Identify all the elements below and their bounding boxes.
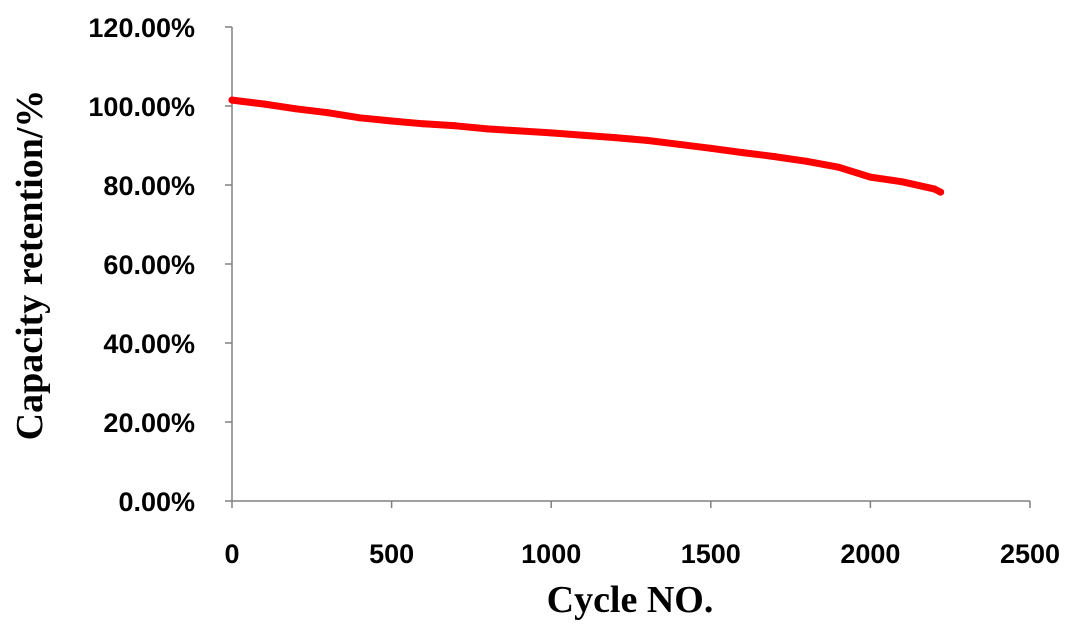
series-layer bbox=[228, 96, 945, 196]
data-point bbox=[898, 178, 906, 186]
data-point bbox=[579, 131, 587, 139]
data-point bbox=[420, 120, 428, 128]
y-tick-label: 120.00% bbox=[88, 13, 195, 43]
data-point bbox=[866, 173, 874, 181]
data-point bbox=[771, 153, 779, 161]
data-point bbox=[937, 188, 945, 196]
data-point bbox=[675, 140, 683, 148]
data-point bbox=[803, 157, 811, 165]
y-axis-title: Capacity retention/% bbox=[9, 90, 51, 441]
data-point bbox=[292, 105, 300, 113]
data-point bbox=[388, 117, 396, 125]
data-point bbox=[930, 185, 938, 193]
y-tick-label: 0.00% bbox=[118, 487, 195, 517]
axes: 0.00% 20.00% 40.00% 60.00% 80.00% 100.00% 120.… bbox=[88, 13, 1060, 569]
y-tick-label: 80.00% bbox=[103, 171, 195, 201]
x-tick-label: 2000 bbox=[840, 539, 900, 569]
data-point bbox=[834, 163, 842, 171]
data-point bbox=[356, 114, 364, 122]
data-point bbox=[260, 100, 268, 108]
y-tick-label: 100.00% bbox=[88, 92, 195, 122]
x-tick-label: 1000 bbox=[521, 539, 581, 569]
x-tick-label: 1500 bbox=[681, 539, 741, 569]
data-point bbox=[324, 109, 332, 117]
data-point bbox=[611, 134, 619, 142]
y-tick-label: 40.00% bbox=[103, 329, 195, 359]
x-tick-label: 2500 bbox=[1000, 539, 1060, 569]
data-point bbox=[228, 96, 236, 104]
data-point bbox=[515, 127, 523, 135]
series-line bbox=[228, 96, 945, 196]
y-tick-label: 60.00% bbox=[103, 250, 195, 280]
x-axis-title: Cycle NO. bbox=[547, 579, 714, 621]
data-point bbox=[547, 129, 555, 137]
x-tick-label: 0 bbox=[224, 539, 239, 569]
x-tick-label: 500 bbox=[369, 539, 414, 569]
data-point bbox=[707, 144, 715, 152]
data-point bbox=[483, 125, 491, 133]
y-tick-label: 20.00% bbox=[103, 408, 195, 438]
data-point bbox=[643, 136, 651, 144]
data-point bbox=[739, 149, 747, 157]
data-point bbox=[451, 122, 459, 130]
